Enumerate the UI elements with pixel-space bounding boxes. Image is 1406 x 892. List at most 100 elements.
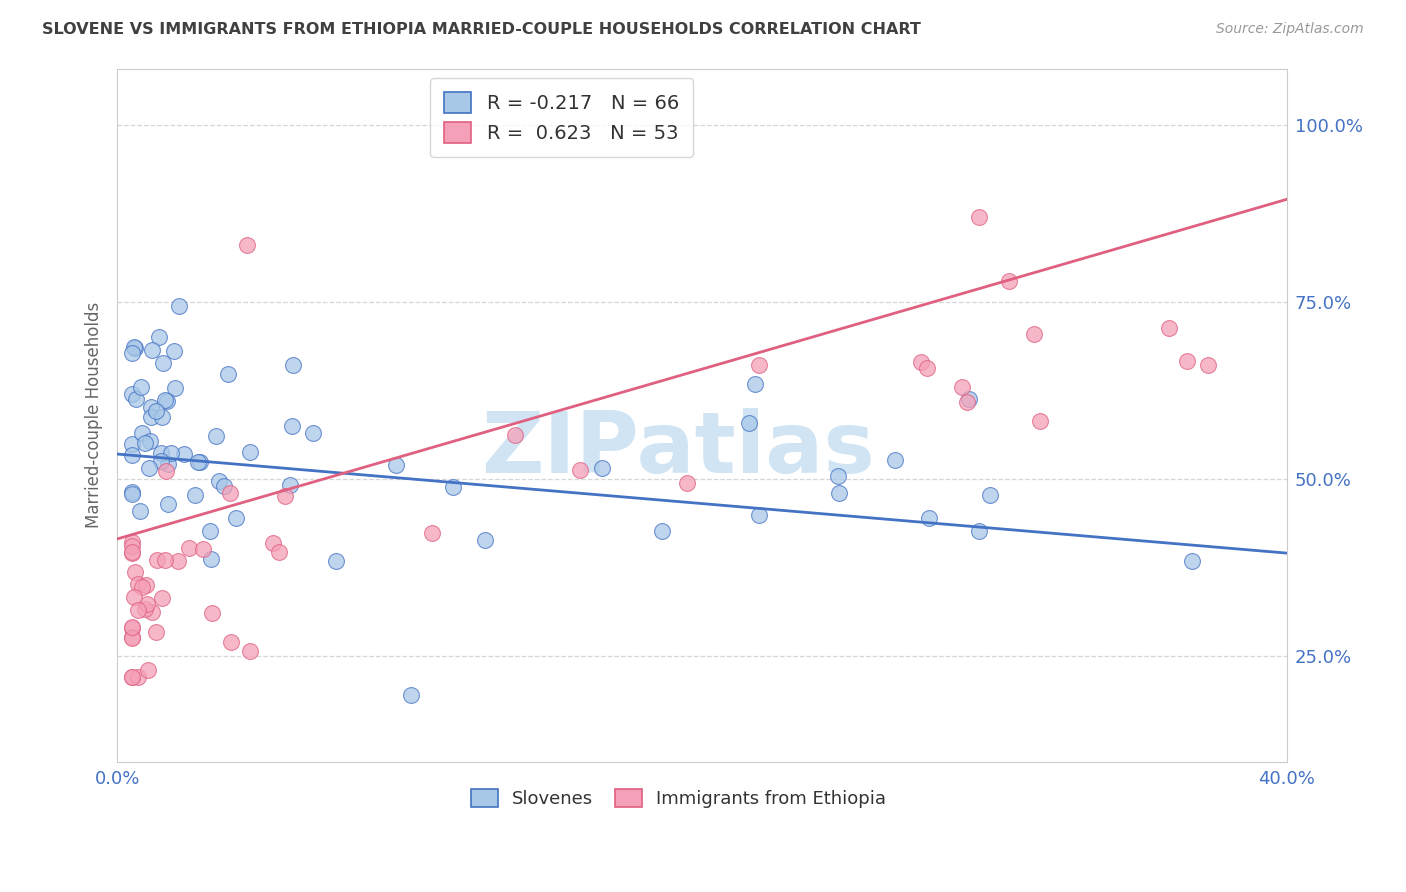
- Point: [281, 358, 304, 372]
- Text: Source: ZipAtlas.com: Source: ZipAtlas.com: [1216, 22, 1364, 37]
- Point: [121, 632, 143, 646]
- Point: [441, 480, 464, 494]
- Point: [121, 534, 143, 549]
- Point: [950, 380, 973, 394]
- Point: [150, 591, 173, 606]
- Point: [122, 590, 145, 604]
- Point: [212, 479, 235, 493]
- Point: [156, 457, 179, 471]
- Point: [121, 437, 143, 451]
- Point: [124, 565, 146, 579]
- Point: [134, 435, 156, 450]
- Point: [127, 670, 149, 684]
- Point: [1175, 353, 1198, 368]
- Point: [122, 340, 145, 354]
- Point: [503, 427, 526, 442]
- Point: [998, 274, 1021, 288]
- Point: [160, 446, 183, 460]
- Point: [748, 508, 770, 523]
- Point: [969, 524, 991, 538]
- Point: [1028, 413, 1050, 427]
- Point: [967, 210, 990, 224]
- Point: [915, 361, 938, 376]
- Point: [121, 621, 143, 635]
- Point: [121, 487, 143, 501]
- Point: [422, 526, 444, 541]
- Point: [207, 474, 229, 488]
- Point: [1159, 320, 1181, 334]
- Point: [474, 533, 496, 548]
- Point: [200, 552, 222, 566]
- Point: [141, 605, 163, 619]
- Point: [166, 554, 188, 568]
- Point: [225, 510, 247, 524]
- Point: [1181, 554, 1204, 568]
- Point: [127, 577, 149, 591]
- Point: [150, 410, 173, 425]
- Point: [399, 688, 422, 702]
- Point: [744, 377, 766, 392]
- Point: [385, 458, 408, 472]
- Point: [148, 330, 170, 344]
- Point: [135, 597, 157, 611]
- Point: [281, 419, 304, 434]
- Point: [883, 453, 905, 467]
- Point: [131, 580, 153, 594]
- Point: [121, 546, 143, 560]
- Point: [568, 463, 591, 477]
- Point: [301, 425, 323, 440]
- Point: [956, 395, 979, 409]
- Point: [121, 387, 143, 401]
- Point: [165, 381, 187, 395]
- Point: [262, 536, 284, 550]
- Point: [173, 447, 195, 461]
- Point: [1197, 358, 1219, 372]
- Point: [205, 428, 228, 442]
- Point: [184, 488, 207, 502]
- Point: [910, 355, 932, 369]
- Point: [957, 392, 980, 407]
- Point: [121, 670, 143, 684]
- Point: [127, 603, 149, 617]
- Point: [152, 356, 174, 370]
- Point: [153, 553, 176, 567]
- Point: [651, 524, 673, 538]
- Point: [325, 554, 347, 568]
- Point: [125, 392, 148, 407]
- Point: [188, 455, 211, 469]
- Point: [169, 299, 191, 313]
- Point: [191, 541, 214, 556]
- Point: [141, 400, 163, 414]
- Point: [198, 524, 221, 539]
- Point: [591, 460, 613, 475]
- Y-axis label: Married-couple Households: Married-couple Households: [86, 302, 103, 528]
- Point: [748, 359, 770, 373]
- Point: [121, 670, 143, 684]
- Text: ZIPatlas: ZIPatlas: [482, 409, 876, 491]
- Point: [177, 541, 200, 555]
- Point: [156, 497, 179, 511]
- Point: [221, 634, 243, 648]
- Point: [153, 393, 176, 408]
- Point: [187, 454, 209, 468]
- Point: [155, 393, 177, 408]
- Point: [129, 380, 152, 394]
- Point: [155, 464, 177, 478]
- Point: [121, 484, 143, 499]
- Point: [274, 489, 297, 503]
- Point: [163, 344, 186, 359]
- Point: [918, 511, 941, 525]
- Point: [121, 345, 143, 359]
- Point: [124, 341, 146, 355]
- Point: [131, 425, 153, 440]
- Point: [217, 367, 239, 381]
- Point: [675, 476, 697, 491]
- Point: [150, 446, 173, 460]
- Point: [121, 544, 143, 558]
- Point: [738, 417, 761, 431]
- Point: [235, 238, 257, 252]
- Point: [219, 485, 242, 500]
- Point: [145, 624, 167, 639]
- Legend: Slovenes, Immigrants from Ethiopia: Slovenes, Immigrants from Ethiopia: [464, 781, 894, 815]
- Point: [828, 485, 851, 500]
